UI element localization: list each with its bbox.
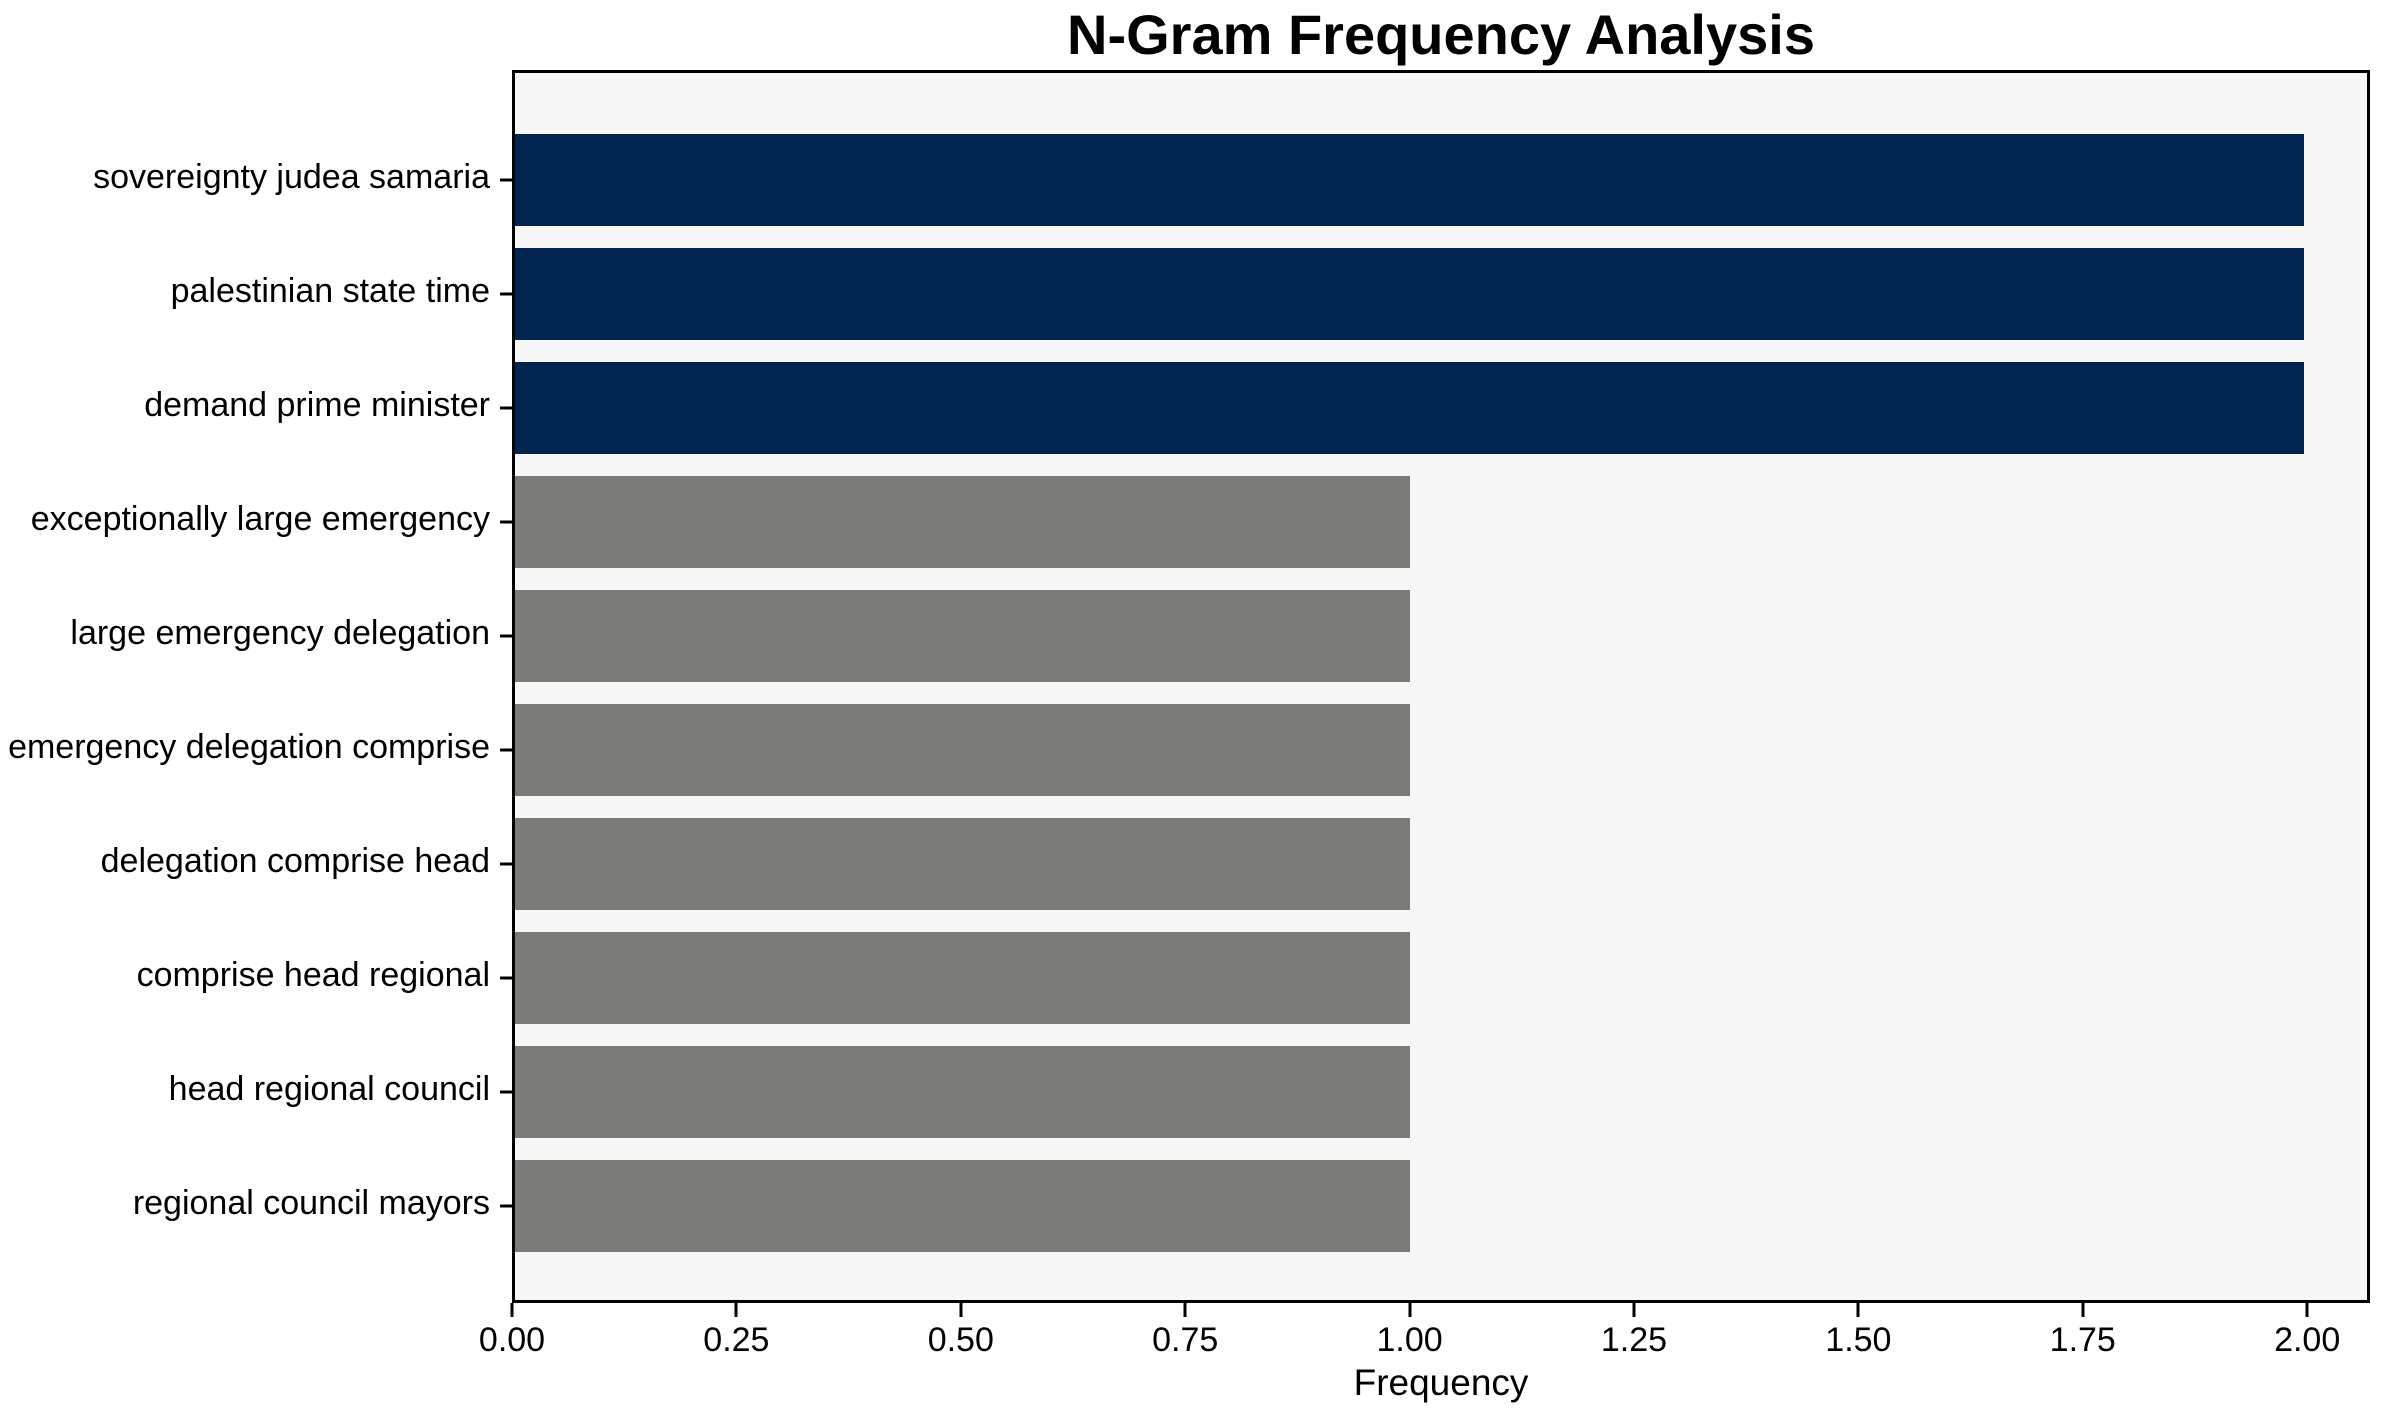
y-tick-label: regional council mayors	[132, 1183, 490, 1222]
bar-row	[515, 1035, 2367, 1149]
bar-row	[515, 693, 2367, 807]
y-tick-mark	[500, 178, 512, 182]
x-tick-mark	[2305, 1303, 2309, 1317]
bar-row	[515, 807, 2367, 921]
bar	[515, 476, 1410, 568]
y-label-row: demand prime minister	[0, 348, 490, 462]
plot-area	[500, 70, 2370, 1303]
x-tick-mark	[2081, 1303, 2085, 1317]
y-tick-label: comprise head regional	[136, 955, 490, 994]
bar	[515, 134, 2305, 226]
bar-row	[515, 579, 2367, 693]
y-tick-label: palestinian state time	[170, 271, 490, 310]
x-tick-label: 0.25	[703, 1321, 770, 1359]
y-tick-label: head regional council	[168, 1069, 490, 1108]
bar	[515, 248, 2305, 340]
bar	[515, 704, 1410, 796]
x-axis-label: Frequency	[1353, 1362, 1529, 1403]
bar-row	[515, 123, 2367, 237]
y-axis-labels: sovereignty judea samaria palestinian sta…	[0, 120, 490, 1260]
y-tick-mark	[500, 406, 512, 410]
y-label-row: head regional council	[0, 1032, 490, 1146]
y-tick-label: demand prime minister	[144, 385, 490, 424]
bar	[515, 1046, 1410, 1138]
bar	[515, 362, 2305, 454]
y-tick-label: emergency delegation comprise	[8, 727, 490, 766]
y-label-row: sovereignty judea samaria	[0, 120, 490, 234]
x-tick-label: 1.25	[1600, 1321, 1668, 1359]
y-tick-mark	[500, 976, 512, 980]
chart-title: N-Gram Frequency Analysis	[1067, 3, 1815, 66]
y-tick-label: large emergency delegation	[70, 613, 490, 652]
y-label-row: palestinian state time	[0, 234, 490, 348]
y-label-row: large emergency delegation	[0, 576, 490, 690]
x-tick-label: 0.50	[927, 1321, 994, 1359]
bar-row	[515, 237, 2367, 351]
x-tick-label: 1.00	[1376, 1321, 1443, 1359]
bar	[515, 1160, 1410, 1252]
x-tick-mark	[1183, 1303, 1187, 1317]
x-tick-mark	[510, 1303, 514, 1317]
x-tick-label: 0.75	[1152, 1321, 1219, 1359]
y-tick-label: sovereignty judea samaria	[93, 157, 490, 196]
y-label-row: comprise head regional	[0, 918, 490, 1032]
bar-row	[515, 921, 2367, 1035]
x-tick-label: 0.00	[478, 1321, 546, 1359]
y-tick-label: exceptionally large emergency	[30, 499, 490, 538]
x-tick-label: 1.50	[1825, 1321, 1892, 1359]
bar-row	[515, 351, 2367, 465]
bar	[515, 932, 1410, 1024]
x-tick-label: 1.75	[2049, 1321, 2116, 1359]
x-tick-mark	[734, 1303, 738, 1317]
bar-row	[515, 1149, 2367, 1263]
y-label-row: regional council mayors	[0, 1146, 490, 1260]
bar	[515, 590, 1410, 682]
bar	[515, 818, 1410, 910]
y-tick-mark	[500, 862, 512, 866]
bar-row	[515, 465, 2367, 579]
x-tick-label: 2.00	[2274, 1321, 2341, 1359]
bars-layer	[515, 123, 2367, 1263]
x-tick-mark	[959, 1303, 963, 1317]
y-label-row: delegation comprise head	[0, 804, 490, 918]
y-tick-mark	[500, 292, 512, 296]
y-tick-mark	[500, 520, 512, 524]
y-tick-mark	[500, 634, 512, 638]
y-tick-mark	[500, 1090, 512, 1094]
y-tick-mark	[500, 1204, 512, 1208]
y-label-row: emergency delegation comprise	[0, 690, 490, 804]
y-tick-mark	[500, 748, 512, 752]
y-tick-label: delegation comprise head	[100, 841, 490, 880]
x-tick-mark	[1408, 1303, 1412, 1317]
x-tick-mark	[1856, 1303, 1860, 1317]
y-label-row: exceptionally large emergency	[0, 462, 490, 576]
x-tick-mark	[1632, 1303, 1636, 1317]
